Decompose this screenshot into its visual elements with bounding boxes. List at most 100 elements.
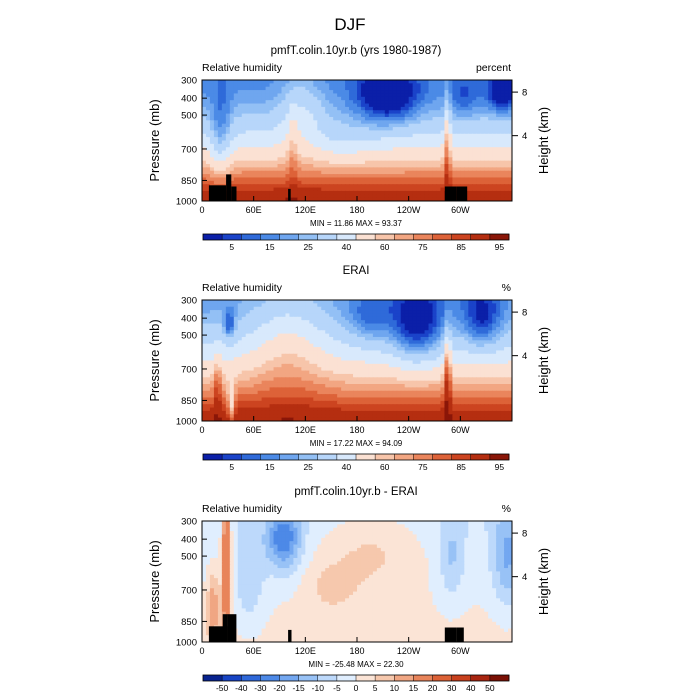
heatmap-cell [281,370,287,375]
heatmap-cell [472,187,477,192]
heatmap-cell [360,160,366,165]
heatmap-cell [301,100,306,105]
heatmap-cell [468,306,473,311]
heatmap-cell [341,140,346,145]
heatmap-cell [500,380,505,385]
heatmap-cell [202,153,207,158]
heatmap-cell [337,113,342,118]
heatmap-cell [345,90,350,95]
heatmap-cell [221,137,227,142]
heatmap-cell [452,130,457,135]
heatmap-cell [472,300,477,304]
heatmap-cell [349,194,354,199]
heatmap-cell [496,157,501,162]
heatmap-cell [484,80,489,84]
heatmap-cell [376,380,382,385]
heatmap-cell [245,194,251,199]
heatmap-cell [241,330,247,335]
heatmap-cell [345,197,350,201]
heatmap-cell [456,184,461,189]
heatmap-cell [404,303,410,308]
heatmap-cell [329,93,334,98]
heatmap-cell [205,80,211,84]
heatmap-cell [341,300,346,304]
heatmap-cell [349,306,354,311]
heatmap-cell [392,100,398,105]
heatmap-cell [313,350,318,355]
heatmap-cell [253,330,259,335]
variable-label: Relative humidity [202,282,283,294]
heatmap-cell [372,116,378,121]
heatmap-cell [472,184,477,189]
heatmap-cell [372,106,378,111]
heatmap-cell [468,83,473,88]
heatmap-cell [261,333,267,338]
heatmap-cell [329,90,334,95]
heatmap-cell [440,160,446,165]
heatmap-cell [476,184,481,189]
heatmap-cell [424,86,430,91]
heatmap-cell [440,330,446,335]
heatmap-cell [420,303,426,308]
heatmap-cell [277,174,283,179]
heatmap-cell [416,120,422,125]
heatmap-cell [476,187,481,192]
heatmap-cell [249,100,255,105]
heatmap-cell [357,80,362,84]
heatmap-cell [249,306,255,311]
heatmap-cell [269,150,275,155]
heatmap-cell [404,153,410,158]
heatmap-cell [269,347,275,352]
heatmap-cell [285,130,291,135]
heatmap-cell [472,153,477,158]
heatmap-cell [412,190,418,195]
heatmap-cell [285,137,291,142]
heatmap-cell [333,106,338,111]
heatmap-cell [269,353,275,358]
heatmap-cell [428,300,434,304]
heatmap-cell [480,377,485,382]
heatmap-cell [313,170,318,175]
heatmap-cell [364,96,370,101]
heatmap-cell [400,367,406,372]
heatmap-cell [480,177,485,182]
heatmap-cell [468,147,473,152]
heatmap-cell [416,167,422,172]
heatmap-cell [396,167,402,172]
heatmap-cell [504,86,509,91]
heatmap-cell [202,184,207,189]
heatmap-cell [440,157,446,162]
heatmap-cell [380,194,386,199]
heatmap-cell [202,320,207,325]
heatmap-cell [349,127,354,132]
heatmap-cell [297,90,302,95]
heatmap-cell [420,106,426,111]
heatmap-cell [496,333,501,338]
heatmap-cell [412,300,418,304]
heatmap-cell [496,83,501,88]
heatmap-cell [337,90,342,95]
heatmap-cell [364,157,370,162]
heatmap-cell [309,330,314,335]
heatmap-cell [313,140,318,145]
heatmap-cell [265,380,271,385]
heatmap-cell [297,190,302,195]
heatmap-cell [202,174,207,179]
heatmap-cell [372,96,378,101]
heatmap-cell [357,187,362,192]
heatmap-cell [500,184,505,189]
heatmap-cell [221,170,227,175]
heatmap-cell [213,343,219,348]
heatmap-cell [345,93,350,98]
heatmap-cell [392,147,398,152]
heatmap-cell [428,147,434,152]
heatmap-cell [241,143,247,148]
heatmap-cell [281,373,287,378]
heatmap-cell [329,353,334,358]
heatmap-cell [388,140,394,145]
heatmap-cell [476,123,481,128]
heatmap-cell [217,123,223,128]
heatmap-cell [217,350,223,355]
heatmap-cell [353,130,358,135]
heatmap-cell [492,164,497,168]
